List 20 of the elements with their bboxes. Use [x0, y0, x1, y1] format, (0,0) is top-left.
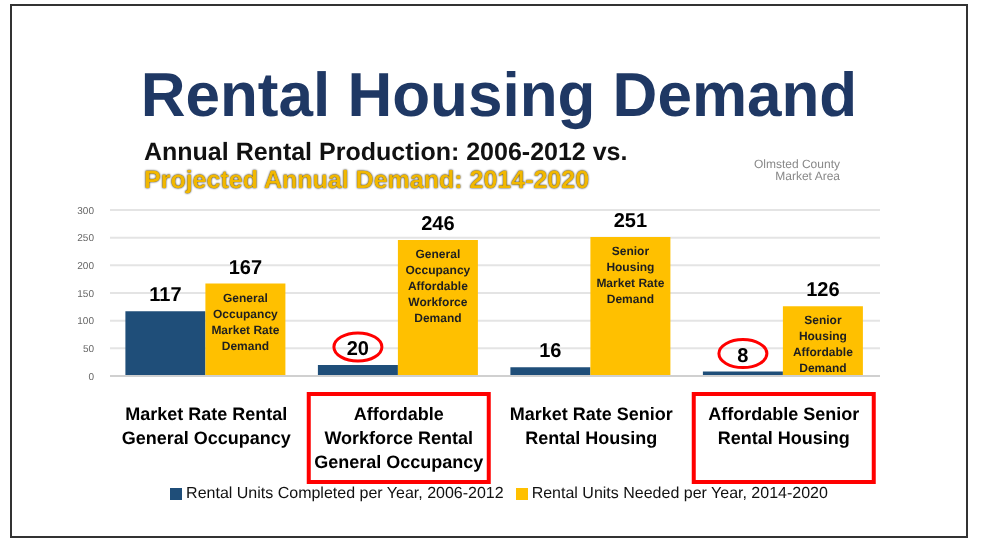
- legend-label: Rental Units Completed per Year, 2006-2012: [184, 484, 504, 502]
- text: Projected Annual Demand: 2014-2020: [144, 166, 590, 194]
- legend-label: Rental Units Needed per Year, 2014-2020: [529, 484, 828, 502]
- data-label: 8: [737, 345, 750, 368]
- data-label: 117: [149, 285, 183, 308]
- bar: [510, 367, 591, 376]
- data-label: 16: [539, 341, 563, 364]
- x-tick-label: Market Rate Rental General Occupancy: [121, 404, 291, 448]
- data-label: 246: [421, 213, 456, 236]
- bar: [317, 364, 398, 376]
- bar: [125, 311, 206, 376]
- x-tick-label: Affordable Workforce Rental General Occupancy: [314, 404, 484, 472]
- data-label: 251: [613, 211, 648, 234]
- data-label: 20: [346, 338, 370, 361]
- chart-title: Rental Housing Demand: [138, 60, 860, 132]
- chart-subtitle: Annual Rental Production: 2006-2012 vs.: [144, 138, 628, 166]
- data-label: 167: [228, 257, 263, 280]
- x-tick-label: Affordable Senior Rental Housing: [708, 404, 861, 448]
- x-tick-label: Market Rate Senior Rental Housing: [509, 404, 674, 448]
- data-label: 126: [806, 280, 841, 303]
